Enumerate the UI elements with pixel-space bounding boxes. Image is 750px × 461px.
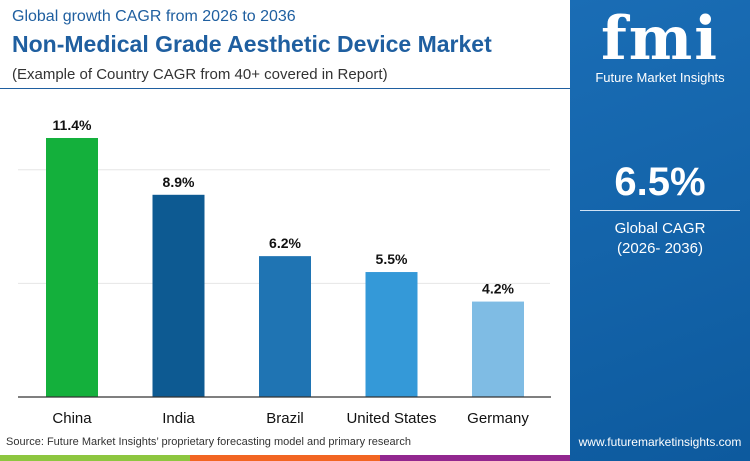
chart-subtitle-top: Global growth CAGR from 2026 to 2036 (12, 8, 296, 25)
x-tick-label: China (52, 410, 92, 427)
x-tick-label: United States (346, 410, 436, 427)
bar-united-states (365, 272, 418, 397)
data-label: 4.2% (482, 281, 514, 297)
fmi-logo: fmi (600, 4, 720, 74)
logo-subtitle: Future Market Insights (595, 70, 725, 85)
global-cagr-label: Global CAGR (2026- 2036) (570, 219, 750, 259)
global-cagr-value: 6.5% (614, 160, 706, 204)
data-label: 6.2% (269, 235, 301, 251)
website-link[interactable]: www.futuremarketinsights.com (578, 435, 742, 449)
data-label: 11.4% (53, 117, 92, 133)
bar-chart: 11.4% China 8.9% India 6.2% Brazil 5.5% United … (18, 117, 551, 427)
chart-note: (Example of Country CAGR from 40+ covere… (12, 66, 388, 83)
data-label: 5.5% (376, 251, 408, 267)
bottom-bar-orange (190, 455, 380, 461)
bottom-bar-green (0, 455, 190, 461)
x-tick-label: Brazil (266, 410, 304, 427)
chart-title: Non-Medical Grade Aesthetic Device Marke… (12, 31, 492, 57)
cagr-period: (2026- 2036) (617, 240, 703, 257)
x-tick-label: Germany (467, 410, 529, 427)
bottom-bar-purple (380, 455, 570, 461)
x-tick-label: India (162, 410, 195, 427)
bar-china (46, 137, 98, 397)
source-note: Source: Future Market Insights’ propriet… (6, 436, 411, 448)
bar-brazil (259, 256, 311, 397)
panel-divider (580, 210, 740, 211)
summary-panel: fmi Future Market Insights 6.5% Global C… (570, 0, 750, 461)
data-label: 8.9% (163, 174, 195, 190)
cagr-label: Global CAGR (614, 220, 706, 237)
bar-germany (472, 301, 524, 397)
bar-india (152, 194, 205, 397)
divider (0, 88, 570, 89)
